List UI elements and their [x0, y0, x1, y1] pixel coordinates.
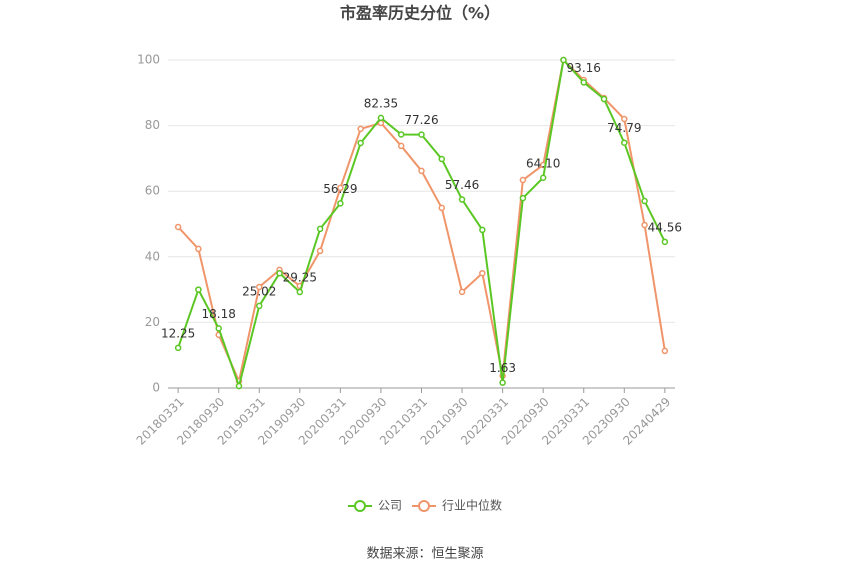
- data-point: [357, 125, 364, 133]
- y-tick-label: 40: [145, 249, 160, 263]
- data-point: [560, 56, 567, 64]
- data-point: [661, 347, 669, 355]
- data-point: [438, 204, 446, 212]
- data-point: [458, 288, 466, 296]
- y-tick-label: 0: [152, 381, 160, 395]
- data-label: 29.25: [283, 271, 317, 285]
- data-point: [316, 247, 324, 255]
- data-point: [539, 174, 547, 182]
- data-point: [377, 114, 385, 122]
- y-tick-label: 80: [145, 118, 160, 132]
- data-point: [418, 131, 425, 138]
- data-label: 64.10: [526, 156, 560, 170]
- data-point: [458, 196, 466, 203]
- data-point: [174, 344, 182, 352]
- legend-marker: [354, 500, 366, 512]
- data-point: [235, 382, 243, 390]
- data-point: [438, 155, 446, 163]
- data-point: [641, 221, 648, 229]
- data-label: 82.35: [364, 96, 398, 110]
- data-point: [641, 197, 648, 205]
- series-line: [177, 57, 666, 390]
- data-point: [195, 286, 202, 293]
- chart-title: 市盈率历史分位（%）: [340, 4, 500, 23]
- data-point: [499, 379, 506, 386]
- data-point: [600, 95, 608, 103]
- data-point: [256, 302, 263, 310]
- data-label: 25.02: [242, 284, 276, 298]
- data-point: [337, 184, 344, 192]
- data-point: [479, 226, 486, 234]
- data-point: [418, 167, 425, 175]
- data-label: 44.56: [648, 220, 682, 234]
- data-point: [519, 194, 527, 202]
- data-label: 57.46: [445, 178, 479, 192]
- data-point: [397, 131, 405, 138]
- data-point: [357, 139, 364, 147]
- data-label: 74.79: [607, 121, 641, 135]
- source: 数据来源：恒生聚源: [366, 547, 483, 562]
- data-label: 1.63: [489, 361, 516, 375]
- data-point: [276, 269, 283, 277]
- legend-marker: [418, 500, 430, 512]
- legend-label: 公司: [378, 499, 402, 513]
- data-point: [621, 139, 628, 146]
- data-point: [397, 142, 405, 150]
- data-point: [519, 176, 527, 184]
- data-point: [215, 325, 222, 332]
- data-point: [174, 223, 182, 231]
- data-label: 77.26: [404, 113, 438, 127]
- data-label: 18.18: [202, 307, 236, 321]
- data-point: [296, 288, 304, 296]
- data-point: [580, 79, 587, 86]
- data-point: [661, 238, 669, 246]
- data-label: 56.29: [323, 182, 357, 196]
- data-point: [256, 283, 263, 291]
- data-point: [316, 225, 324, 233]
- y-tick-label: 100: [137, 53, 160, 67]
- data-label: 93.16: [567, 61, 601, 75]
- data-point: [621, 115, 628, 123]
- legend-label: 行业中位数: [442, 498, 502, 513]
- data-point: [479, 269, 486, 277]
- y-tick-label: 20: [145, 315, 160, 329]
- data-point: [337, 200, 344, 207]
- data-point: [195, 245, 202, 253]
- y-tick-label: 60: [145, 184, 160, 198]
- series-line: [177, 57, 666, 385]
- data-label: 12.25: [161, 326, 195, 340]
